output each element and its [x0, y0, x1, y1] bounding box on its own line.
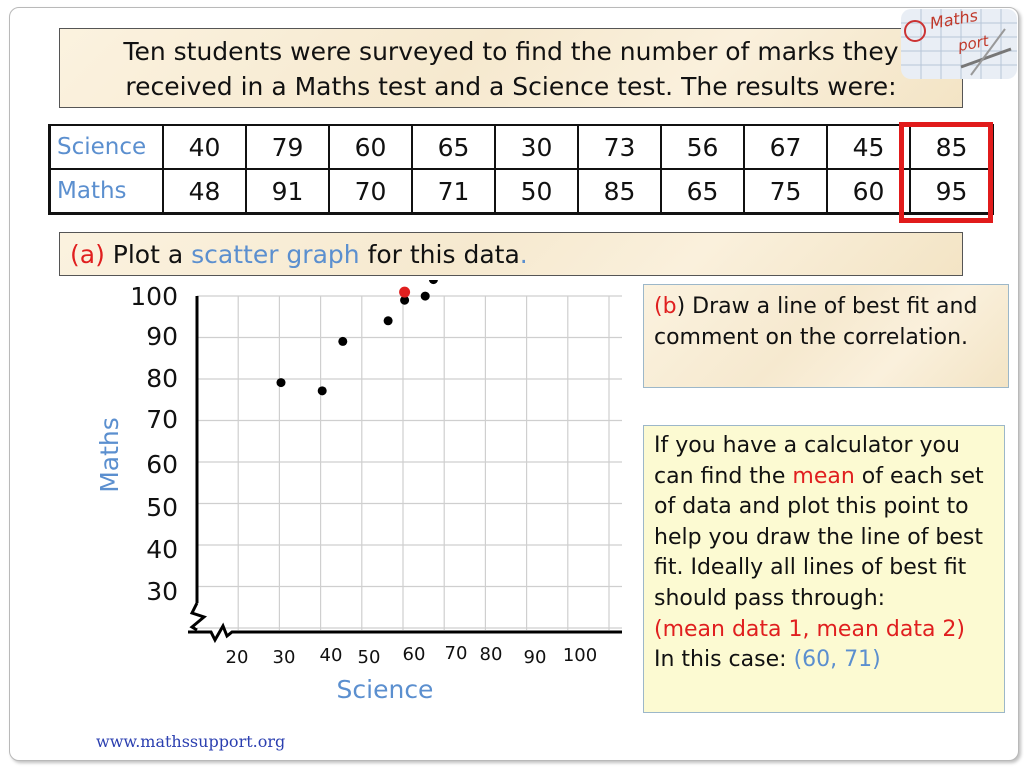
y-tick-label: 80 [146, 364, 178, 393]
data-point [420, 291, 430, 301]
question-b-label: (b [654, 294, 677, 319]
maths-cell: 50 [494, 168, 579, 215]
data-point [317, 386, 327, 396]
science-cell: 79 [245, 124, 330, 170]
y-tick-label: 60 [146, 450, 178, 479]
y-tick-label: 50 [146, 493, 178, 522]
science-cell: 56 [660, 124, 745, 170]
x-tick-label: 30 [273, 647, 296, 668]
y-tick-label: 40 [146, 535, 178, 564]
science-cell: 73 [577, 124, 662, 170]
question-a: (a) Plot a scatter graph for this data. [59, 232, 963, 276]
question-b-paren-open: ( [654, 294, 663, 319]
intro-box: Ten students were surveyed to find the n… [59, 28, 963, 108]
data-point [276, 378, 286, 388]
y-tick-label: 90 [146, 322, 178, 351]
calc-note-case-prefix: In this case: [654, 647, 787, 673]
x-tick-label: 60 [403, 644, 426, 665]
science-row-label: Science [48, 124, 164, 170]
question-a-highlight: scatter graph [191, 240, 360, 269]
data-point [428, 280, 438, 285]
science-row: Science 40 79 60 65 30 73 56 67 45 85 [48, 124, 994, 170]
logo-graphic: Maths port [901, 9, 1017, 79]
science-cell: 60 [328, 124, 413, 170]
x-tick-label: 20 [226, 647, 249, 668]
calculator-note: If you have a calculator you can find th… [643, 425, 1005, 713]
question-a-text-2: for this data [367, 240, 520, 269]
maths-cell: 48 [162, 168, 247, 215]
question-b-text: Draw a line of best fit and comment on t… [654, 294, 978, 350]
maths-cell: 91 [245, 168, 330, 215]
highlight-box [899, 122, 993, 223]
science-cell: 40 [162, 124, 247, 170]
calc-note-case-value: (60, 71) [793, 647, 881, 673]
maths-row: Maths 48 91 70 71 50 85 65 75 60 95 [48, 168, 994, 215]
maths-cell: 70 [328, 168, 413, 215]
x-tick-label: 100 [563, 645, 597, 666]
x-tick-label: 40 [320, 645, 343, 666]
data-point [400, 295, 410, 305]
chart-points [276, 280, 438, 396]
maths-cell: 60 [826, 168, 911, 215]
y-tick-label: 30 [146, 577, 178, 606]
calc-note-text-2: of each set of data and plot this point … [654, 463, 984, 611]
science-cell: 30 [494, 124, 579, 170]
chart-tick-labels: 30 40 50 60 70 80 90 100 20 30 40 50 60 70 80 90 100 [130, 282, 597, 668]
x-axis-line [188, 622, 622, 644]
maths-cell: 85 [577, 168, 662, 215]
mathssupport-logo: Maths port [901, 9, 1017, 79]
scatter-chart: 30 40 50 60 70 80 90 100 20 30 40 50 60 70 80 90 100 Sci… [95, 280, 622, 704]
chart-grid [197, 295, 622, 630]
calc-note-formula: (mean data 1, mean data 2) [654, 616, 966, 642]
intro-line-2: received in a Maths test and a Science t… [125, 72, 897, 101]
maths-cell: 75 [743, 168, 828, 215]
question-a-label: (a) [70, 240, 105, 269]
y-tick-label: 100 [130, 282, 178, 311]
data-point [338, 336, 348, 346]
calc-note-text-1: If you have a calculator you can find th… [654, 433, 960, 489]
question-b-letter: b [662, 294, 677, 319]
mean-point [399, 286, 411, 298]
logo-text-port: port [956, 32, 991, 55]
question-a-dot: . [519, 240, 528, 269]
y-axis-label: Maths [95, 417, 124, 493]
maths-cell: 65 [660, 168, 745, 215]
data-point [383, 316, 393, 326]
maths-cell: 95 [909, 168, 994, 215]
maths-row-label: Maths [48, 168, 164, 215]
x-tick-label: 70 [445, 643, 468, 664]
x-tick-label: 50 [358, 647, 381, 668]
maths-cell: 71 [411, 168, 496, 215]
x-tick-label: 90 [524, 647, 547, 668]
question-a-text-1: Plot a [112, 240, 184, 269]
intro-line-1: Ten students were surveyed to find the n… [123, 37, 899, 66]
science-cell: 67 [743, 124, 828, 170]
y-tick-label: 70 [146, 405, 178, 434]
science-cell: 65 [411, 124, 496, 170]
question-b: (b) Draw a line of best fit and comment … [643, 284, 1009, 388]
calc-note-mean: mean [792, 463, 855, 489]
y-axis-break [189, 602, 208, 632]
question-b-paren-close: ) [676, 294, 686, 319]
x-axis-label: Science [337, 675, 434, 704]
science-cell: 45 [826, 124, 911, 170]
chart-axes [188, 296, 622, 644]
footer-url: www.mathssupport.org [96, 732, 286, 751]
data-table: Science 40 79 60 65 30 73 56 67 45 85 Ma… [48, 124, 994, 215]
x-tick-label: 80 [480, 644, 503, 665]
